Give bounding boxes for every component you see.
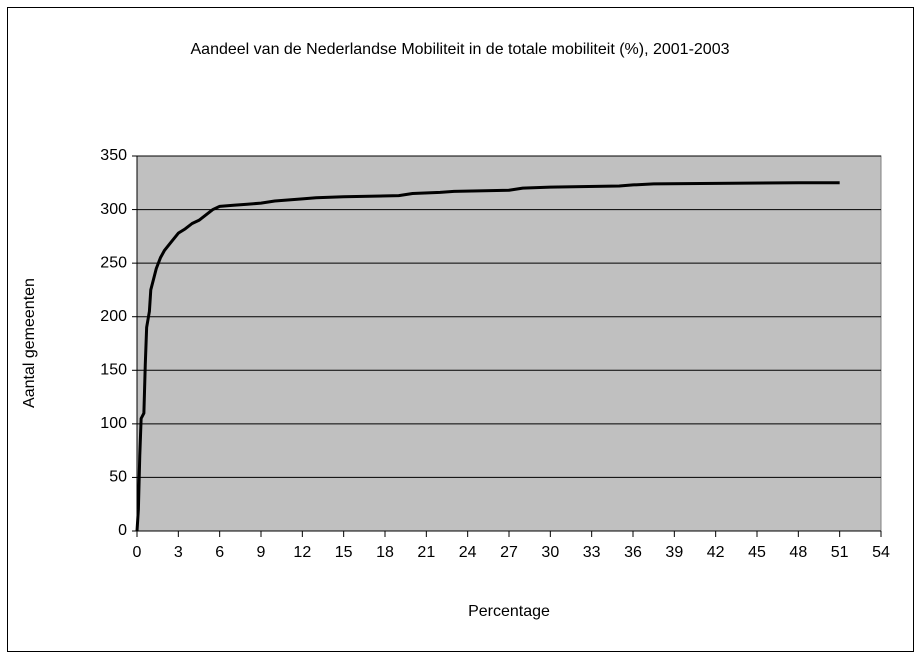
y-axis-label: Aantal gemeenten (21, 278, 38, 408)
x-tick-label: 54 (872, 544, 890, 561)
y-tick-label: 200 (100, 308, 127, 325)
y-tick-label: 250 (100, 254, 127, 271)
plot-area (136, 155, 882, 532)
y-tick-label: 50 (109, 469, 127, 486)
x-tick-label: 27 (500, 544, 518, 561)
x-tick-label: 30 (541, 544, 559, 561)
x-tick-label: 3 (174, 544, 183, 561)
x-tick-label: 12 (293, 544, 311, 561)
y-tick-label: 0 (118, 522, 127, 539)
x-tick-label: 24 (459, 544, 477, 561)
x-tick-label: 48 (789, 544, 807, 561)
y-tick-label: 350 (100, 147, 127, 164)
x-tick-label: 18 (376, 544, 394, 561)
x-tick-label: 51 (831, 544, 849, 561)
chart-title: Aandeel van de Nederlandse Mobiliteit in… (191, 41, 730, 58)
x-tick-label: 39 (665, 544, 683, 561)
x-tick-label: 33 (583, 544, 601, 561)
y-tick-label: 100 (100, 415, 127, 432)
data-line (135, 181, 840, 532)
x-tick-label: 15 (335, 544, 353, 561)
y-tick-label: 300 (100, 201, 127, 218)
x-tick-label: 21 (417, 544, 435, 561)
x-tick-label: 0 (133, 544, 142, 561)
x-tick-label: 9 (257, 544, 266, 561)
y-tick-label: 150 (100, 362, 127, 379)
x-tick-label: 42 (707, 544, 725, 561)
x-axis-label: Percentage (468, 603, 550, 620)
x-tick-label: 36 (624, 544, 642, 561)
x-tick-label: 6 (215, 544, 224, 561)
x-tick-label: 45 (748, 544, 766, 561)
